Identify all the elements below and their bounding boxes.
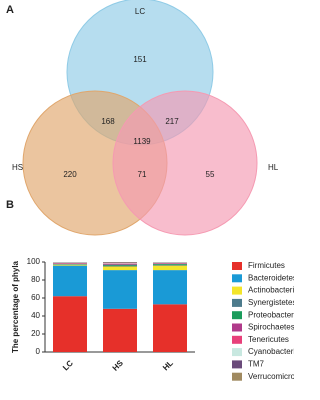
region-count: 1139 — [133, 137, 151, 146]
legend-swatch — [232, 311, 242, 320]
legend-swatch — [232, 348, 242, 357]
bar-segment — [103, 265, 137, 267]
bar-segment — [103, 264, 137, 266]
legend-label: Spirochaetes — [248, 323, 294, 332]
legend-label: TM7 — [248, 360, 265, 369]
y-tick-label: 100 — [27, 257, 41, 266]
region-count: 220 — [63, 170, 77, 179]
legend-label: Verrucomicrobia — [248, 372, 294, 381]
set-label: HS — [12, 163, 23, 172]
bar-segment — [103, 270, 137, 309]
set-circle — [112, 90, 258, 236]
legend-swatch — [232, 286, 242, 295]
y-tick-label: 0 — [36, 347, 41, 356]
legend-label: Actinobacteria — [248, 286, 294, 295]
region-count: 151 — [133, 55, 147, 64]
bar-segment — [103, 266, 137, 271]
y-tick-label: 80 — [31, 275, 40, 284]
bar-segment — [153, 265, 187, 271]
region-count: 168 — [101, 117, 115, 126]
legend-label: Synergistetes — [248, 298, 294, 307]
legend-label: Cyanobacteria — [248, 347, 294, 356]
bar-segment — [153, 270, 187, 305]
bar-segment — [53, 265, 87, 297]
legend-label: Proteobacteria — [248, 310, 294, 319]
set-label: HL — [268, 163, 279, 172]
region-count: 55 — [206, 170, 215, 179]
figure: A B LC HS HL 151 168 217 1139 220 71 55 0 20 40 60 80 1… — [6, 0, 294, 381]
bar-segment — [103, 263, 137, 265]
x-tick-label: HS — [111, 358, 126, 373]
legend-label: Tenericutes — [248, 335, 289, 344]
y-axis-title: The percentage of phyla — [11, 260, 20, 353]
legend-label: Bacteroidetes — [248, 273, 294, 282]
legend-swatch — [232, 360, 242, 369]
legend-swatch — [232, 335, 242, 344]
legend-swatch — [232, 274, 242, 283]
x-tick-label: LC — [61, 358, 75, 372]
bar-segment — [153, 304, 187, 352]
bar-segment — [53, 264, 87, 266]
y-tick-label: 20 — [31, 329, 40, 338]
region-count: 217 — [165, 117, 179, 126]
region-count: 71 — [138, 170, 147, 179]
legend-swatch — [232, 262, 242, 270]
set-label: LC — [135, 7, 145, 16]
legend-swatch — [232, 372, 242, 381]
bar-segment — [153, 263, 187, 265]
y-tick-label: 60 — [31, 293, 40, 302]
panel-label: A — [6, 4, 14, 16]
bar-segment — [53, 296, 87, 352]
bar-segment — [153, 264, 187, 266]
panel-label: B — [6, 199, 14, 211]
legend-label: Firmicutes — [248, 261, 285, 270]
x-tick-label: HL — [161, 358, 175, 372]
legend-swatch — [232, 298, 242, 307]
y-tick-label: 40 — [31, 311, 40, 320]
legend-swatch — [232, 323, 242, 332]
bar-segment — [103, 308, 137, 352]
